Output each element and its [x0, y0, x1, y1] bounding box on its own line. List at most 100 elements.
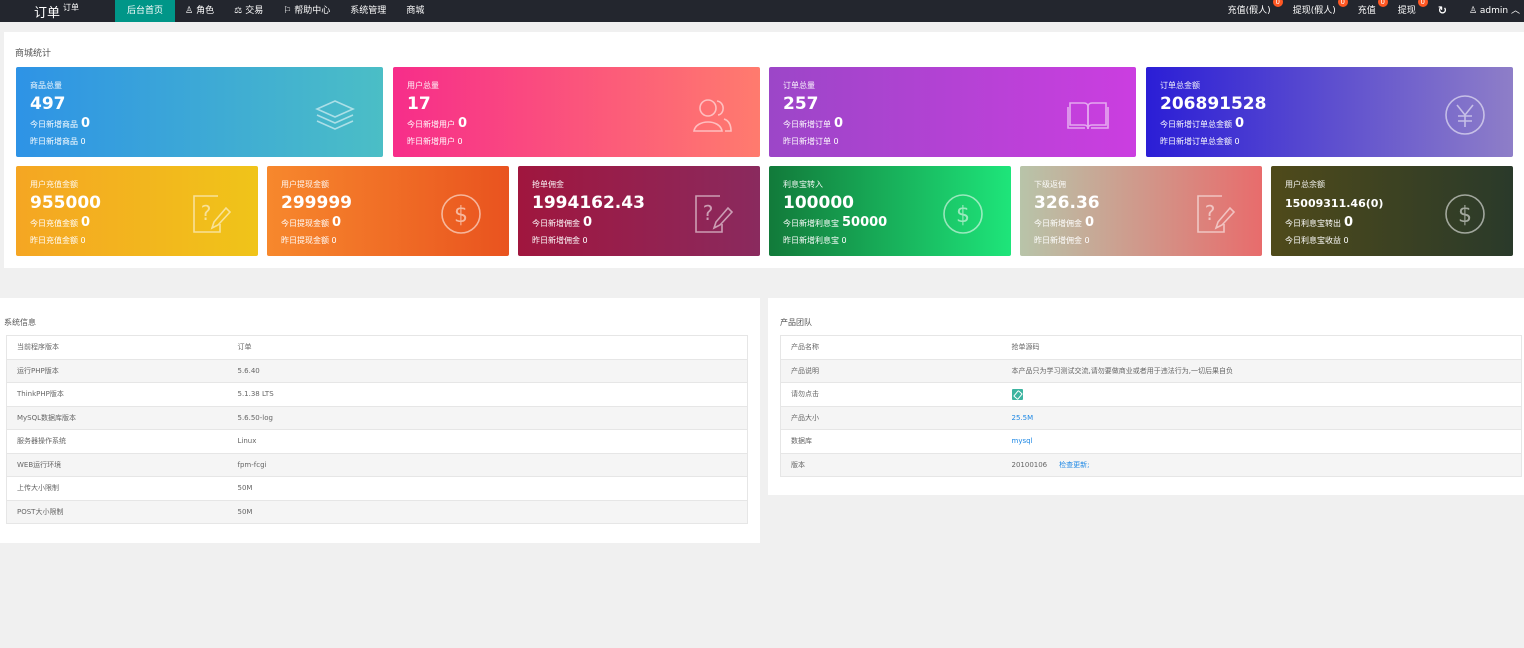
system-info-panel: 系统信息 当前程序版本 订单 运行PHP版本 5.6.40 ThinkPHP版本 5.1.… [0, 298, 760, 543]
stat-value: 1994162.43 [532, 193, 645, 213]
nav-trade[interactable]: ⚖ 交易 [224, 0, 273, 22]
nav-system[interactable]: 系统管理 [340, 0, 396, 22]
admin-menu[interactable]: ♙ admin ︿ [1469, 0, 1520, 22]
stat-card: 利息宝转入 100000 今日新增利息宝 50000 昨日新增利息宝 0 $ [769, 166, 1011, 256]
withdraw-fake-link[interactable]: 提现(假人) 0 [1292, 0, 1348, 22]
row-value-cell [1001, 382, 1522, 407]
product-team-table: 产品名称 抢单源码 产品说明 本产品只为学习测试交流,请勿要做商业或者用于违法行为,一… [780, 335, 1522, 477]
stat-today-value: 0 [834, 116, 844, 131]
nav-help[interactable]: ⚐ 帮助中心 [273, 0, 340, 22]
nav-home[interactable]: 后台首页 [115, 0, 176, 22]
stat-value: 299999 [281, 193, 352, 213]
stat-card: 抢单佣金 1994162.43 今日新增佣金 0 昨日新增佣金 0 ? [518, 166, 760, 256]
row-label: 运行PHP版本 [6, 358, 228, 383]
stat-value: 257 [783, 94, 819, 114]
dollar-icon: $ [1443, 192, 1487, 236]
row-value: Linux [227, 429, 748, 454]
row-value: fpm-fcgi [227, 452, 748, 477]
withdraw-label: 提现 [1397, 6, 1416, 16]
stat-value: 326.36 [1034, 193, 1100, 213]
chevron-up-icon: ︿ [1508, 6, 1520, 16]
book-icon [1066, 93, 1110, 137]
edit-icon: ? [188, 192, 232, 236]
stat-today-value: 0 [81, 116, 91, 131]
stat-yesterday: 昨日新增订单总金额 0 [1160, 137, 1240, 146]
layers-icon [313, 93, 357, 137]
stat-yesterday: 昨日新增用户 0 [407, 137, 463, 146]
row-value: 5.6.40 [227, 358, 748, 383]
nav-trade-label: 交易 [245, 6, 264, 16]
stat-title: 下级返佣 [1034, 180, 1066, 189]
table-row: 产品大小 25.5M [780, 405, 1522, 430]
stat-value: 100000 [783, 193, 854, 213]
withdraw-link[interactable]: 提现 0 [1397, 0, 1428, 22]
admin-name: admin [1479, 6, 1509, 16]
image-icon[interactable] [1011, 388, 1023, 400]
table-row: POST大小限制 50M [6, 499, 748, 524]
dollar-icon: $ [439, 192, 483, 236]
withdraw-fake-label: 提现(假人) [1292, 6, 1336, 16]
stat-today-label: 今日充值金额 [30, 219, 78, 228]
table-row: 请勿点击 [780, 382, 1522, 407]
row-label: WEB运行环境 [6, 452, 228, 477]
check-update-link[interactable]: 检查更新; [1059, 460, 1090, 469]
logo-sup: 订单 [63, 2, 80, 12]
row-value: 5.1.38 LTS [227, 382, 748, 407]
logo[interactable]: 订单 订单 [0, 2, 115, 21]
table-row: MySQL数据库版本 5.6.50-log [6, 405, 748, 430]
stat-title: 用户提现金额 [281, 180, 329, 189]
stat-yesterday: 昨日新增利息宝 0 [783, 236, 847, 245]
stat-today-label: 今日新增利息宝 [783, 219, 839, 228]
row-label: 产品名称 [780, 335, 1002, 360]
stat-card: 用户总量 17 今日新增用户 0 昨日新增用户 0 [393, 67, 760, 157]
row-label: 数据库 [780, 429, 1002, 454]
recharge-link[interactable]: 充值 0 [1357, 0, 1388, 22]
stat-yesterday: 昨日提现金额 0 [281, 236, 337, 245]
stat-card: 用户充值金额 955000 今日充值金额 0 昨日充值金额 0 ? [16, 166, 258, 256]
stat-today-value: 50000 [842, 215, 888, 230]
row-label: ThinkPHP版本 [6, 382, 228, 407]
badge: 0 [1417, 0, 1428, 7]
main-nav: 后台首页 ♙ 角色 ⚖ 交易 ⚐ 帮助中心 系统管理 商城 [115, 0, 434, 22]
recharge-label: 充值 [1357, 6, 1376, 16]
stat-yesterday: 昨日新增订单 0 [783, 137, 839, 146]
row-label: POST大小限制 [6, 499, 228, 524]
stat-yesterday: 昨日充值金额 0 [30, 236, 86, 245]
table-row: 版本 20100106 检查更新; [780, 452, 1522, 477]
stat-today-label: 今日新增订单 [783, 120, 831, 129]
svg-text:$: $ [956, 203, 970, 228]
right-menu: 充值(假人) 0 提现(假人) 0 充值 0 提现 0 ↻ ♙ admin ︿ [1228, 0, 1524, 22]
stat-today: 今日新增佣金 0 [1034, 215, 1094, 230]
stat-yesterday: 今日利息宝收益 0 [1285, 236, 1349, 245]
product-team-title: 产品团队 [780, 318, 812, 327]
nav-role[interactable]: ♙ 角色 [175, 0, 224, 22]
refresh-icon[interactable]: ↻ [1437, 4, 1447, 17]
row-link[interactable]: mysql [1011, 437, 1033, 446]
yen-icon [1443, 93, 1487, 137]
row-value-cell: mysql [1001, 429, 1522, 454]
stat-today-value: 0 [1085, 215, 1095, 230]
stat-today: 今日新增订单 0 [783, 116, 843, 131]
recharge-fake-link[interactable]: 充值(假人) 0 [1228, 0, 1283, 22]
row-link[interactable]: 25.5M [1011, 413, 1034, 422]
user-icon: ♙ [185, 6, 194, 16]
stat-today-label: 今日新增佣金 [1034, 219, 1082, 228]
row-value: 本产品只为学习测试交流,请勿要做商业或者用于违法行为,一切后果自负 [1011, 366, 1233, 375]
table-row: 数据库 mysql [780, 429, 1522, 454]
row-value-cell: 25.5M [1001, 405, 1522, 430]
logo-text: 订单 [34, 5, 61, 21]
row-label: 服务器操作系统 [6, 429, 228, 454]
row-value: 抢单源码 [1011, 343, 1040, 352]
row-label: 请勿点击 [780, 382, 1002, 407]
stat-title: 用户充值金额 [30, 180, 78, 189]
nav-role-label: 角色 [196, 6, 215, 16]
svg-text:?: ? [201, 201, 212, 225]
stat-value: 17 [407, 94, 431, 114]
nav-mall[interactable]: 商城 [396, 0, 434, 22]
row-label: 产品大小 [780, 405, 1002, 430]
stat-today-label: 今日利息宝转出 [1285, 219, 1341, 228]
stat-card: 用户提现金额 299999 今日提现金额 0 昨日提现金额 0 $ [267, 166, 509, 256]
table-row: 产品名称 抢单源码 [780, 335, 1522, 360]
stat-yesterday: 昨日新增佣金 0 [1034, 236, 1090, 245]
stat-card: 用户总余额 15009311.46(0) 今日利息宝转出 0 今日利息宝收益 0 … [1271, 166, 1513, 256]
